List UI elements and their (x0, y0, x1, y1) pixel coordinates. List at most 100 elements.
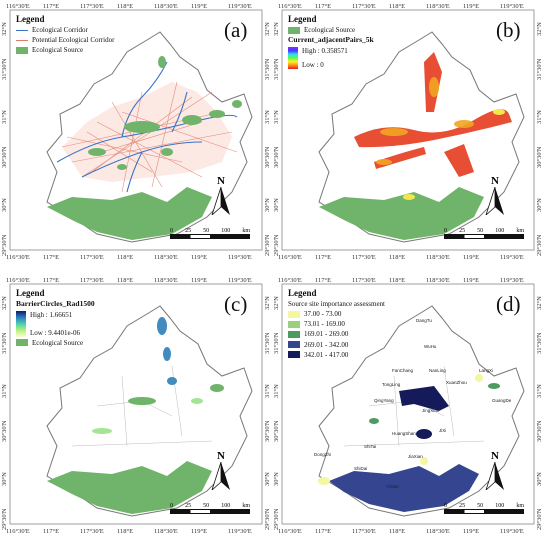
lon-tick-label: 118°E (117, 3, 134, 10)
legend-item: 169.01 - 269.00 (288, 330, 385, 338)
legend-label: Ecological Source (32, 338, 84, 347)
north-arrow: N (482, 175, 508, 218)
lat-tick-label: 31°30'N (264, 332, 271, 354)
region-outline (318, 305, 525, 517)
lon-tick-label: 118°30'E (426, 528, 450, 535)
place-name: DongZhi (314, 452, 332, 457)
legend-label: Potential Ecological Corridor (32, 36, 115, 45)
place-name: TongLing (382, 382, 401, 387)
lon-tick-label: 118°E (117, 528, 134, 535)
lon-tick-label: 117°E (315, 3, 332, 10)
lat-tick-label: 31°N (536, 384, 543, 398)
place-name: GuangDe (492, 398, 512, 403)
lon-tick-label: 117°E (43, 528, 60, 535)
lat-tick-label: 31°N (264, 110, 271, 124)
lon-tick-label: 118°30'E (426, 3, 450, 10)
place-name: JingXian (422, 408, 440, 413)
north-arrow-icon (485, 461, 504, 492)
place-name: WuHu (424, 344, 437, 349)
lon-tick-label: 118°E (389, 254, 406, 261)
lat-tick-label: 29°30'N (1, 234, 8, 256)
lon-tick-label: 116°30'E (278, 3, 302, 10)
lat-tick-label: 30°N (1, 472, 8, 486)
lon-tick-label: 118°E (389, 277, 406, 284)
map-a (9, 9, 263, 251)
lon-tick-label: 116°30'E (6, 528, 30, 535)
lat-tick-label: 31°30'N (1, 332, 8, 354)
panel-letter: (c) (224, 292, 248, 316)
panel-a: Legend Ecological Corridor Potential Eco… (2, 2, 272, 274)
panel-letter: (b) (496, 18, 521, 42)
panel-letter: (d) (496, 292, 521, 316)
place-name: LangXi (479, 368, 494, 373)
map-c (9, 283, 263, 525)
lat-tick-label: 30°30'N (273, 146, 280, 168)
lon-tick-label: 119°30'E (500, 277, 524, 284)
lon-tick-label: 118°30'E (154, 3, 178, 10)
legend-title: Legend (288, 14, 317, 24)
place-name: JiaXian (408, 454, 423, 459)
lon-tick-label: 117°30'E (352, 3, 376, 10)
map-b (281, 9, 535, 251)
lat-tick-label: 32°N (273, 22, 280, 36)
color-ramp (288, 47, 298, 70)
lon-tick-label: 116°30'E (6, 3, 30, 10)
north-arrow-icon (211, 186, 230, 217)
lat-tick-label: 31°30'N (264, 58, 271, 80)
lat-tick-label: 30°N (273, 472, 280, 486)
legend-item: Ecological Source (288, 26, 374, 34)
lon-tick-label: 117°30'E (80, 528, 104, 535)
scale-bar: 0 25 50 100 km (170, 503, 250, 514)
lon-tick-label: 116°30'E (278, 254, 302, 261)
legend-item: Ecological Corridor (16, 26, 114, 34)
legend-label: Ecological Corridor (32, 26, 88, 35)
lat-tick-label: 32°N (264, 296, 271, 310)
legend-label: Ecological Source (304, 26, 356, 35)
legend-c: Legend BarrierCircles_Rad1500 High : 1.6… (16, 288, 95, 349)
lon-tick-label: 119°30'E (228, 254, 252, 261)
lat-tick-label: 31°N (1, 110, 8, 124)
lon-tick-label: 118°E (389, 3, 406, 10)
lon-tick-label: 118°30'E (154, 254, 178, 261)
lon-tick-label: 118°E (117, 254, 134, 261)
place-name: HuangShan (392, 431, 416, 436)
legend-label: 269.01 - 342.00 (304, 340, 349, 349)
ramp: High : 0.358571 Low : 0 (288, 47, 374, 70)
lon-tick-label: 119°E (463, 528, 480, 535)
lon-tick-label: 116°30'E (278, 277, 302, 284)
lat-tick-label: 29°30'N (264, 234, 271, 256)
legend-item: 37.00 - 73.00 (288, 310, 385, 318)
lon-tick-label: 116°30'E (6, 254, 30, 261)
lon-tick-label: 117°E (315, 528, 332, 535)
legend-a: Legend Ecological Corridor Potential Eco… (16, 14, 114, 56)
lat-tick-label: 29°30'N (536, 508, 543, 530)
ramp-title: BarrierCircles_Rad1500 (16, 299, 95, 309)
panel-b: Legend Ecological Source Current_adjacen… (274, 2, 544, 274)
lat-tick-label: 30°N (536, 472, 543, 486)
lon-tick-label: 117°30'E (80, 277, 104, 284)
place-name: YiXian (386, 484, 399, 489)
lat-tick-label: 32°N (273, 296, 280, 310)
legend-title: Legend (288, 288, 317, 298)
lon-tick-label: 119°E (463, 254, 480, 261)
legend-item: Ecological Source (16, 339, 95, 347)
legend-title: Legend (16, 14, 45, 24)
lat-tick-label: 29°30'N (264, 508, 271, 530)
north-arrow-icon (211, 461, 230, 492)
lat-tick-label: 32°N (536, 22, 543, 36)
ramp-title: Current_adjacentPairs_5k (288, 35, 374, 45)
lon-tick-label: 117°E (43, 254, 60, 261)
lat-tick-label: 31°30'N (273, 58, 280, 80)
lon-tick-label: 118°30'E (426, 254, 450, 261)
north-arrow-icon (485, 186, 504, 217)
ramp-high: High : 0.358571 (302, 47, 348, 56)
lat-tick-label: 32°N (536, 296, 543, 310)
north-arrow: N (482, 450, 508, 493)
lon-tick-label: 117°30'E (80, 3, 104, 10)
lon-tick-label: 119°30'E (500, 528, 524, 535)
panel-c: Legend BarrierCircles_Rad1500 High : 1.6… (2, 276, 272, 548)
lon-tick-label: 118°E (117, 277, 134, 284)
lat-tick-label: 32°N (264, 22, 271, 36)
lon-tick-label: 119°E (191, 528, 208, 535)
lat-tick-label: 30°N (264, 472, 271, 486)
